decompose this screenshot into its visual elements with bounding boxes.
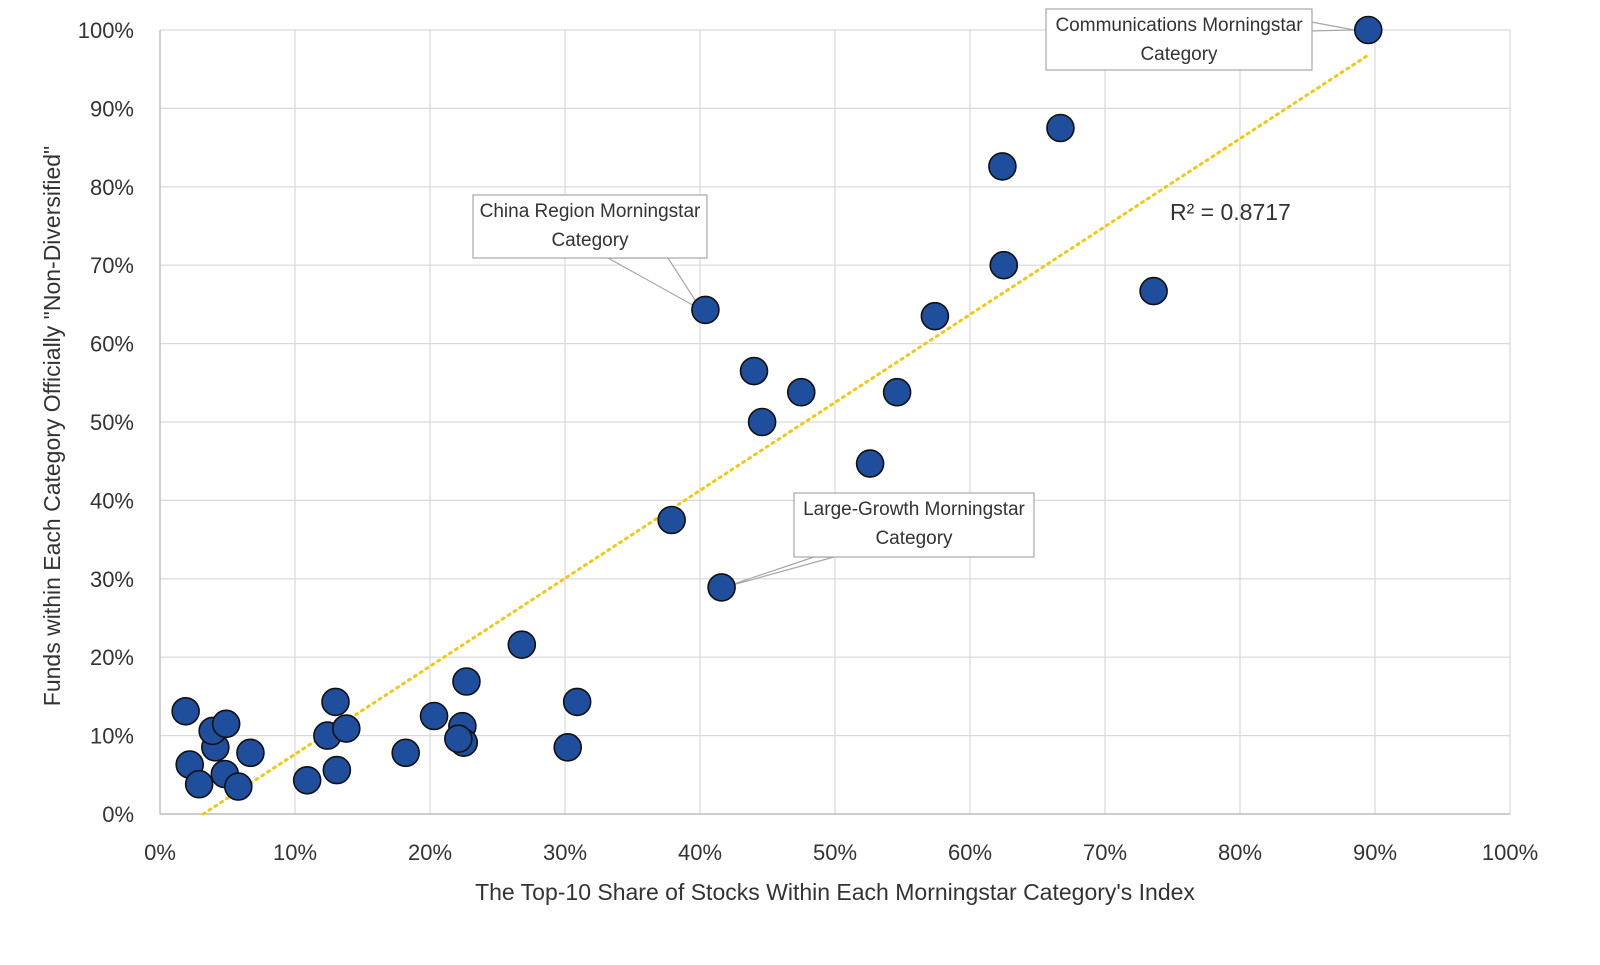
callout-box <box>793 492 1035 558</box>
y-tick-label: 20% <box>90 645 134 670</box>
data-point <box>322 755 352 785</box>
callout-label: China Region Morningstar <box>480 201 701 222</box>
y-tick-label: 80% <box>90 175 134 200</box>
data-point <box>331 714 361 743</box>
data-point <box>292 765 322 795</box>
y-tick-label: 90% <box>90 96 134 121</box>
callout-label: Category <box>1140 44 1218 65</box>
callout-label: Communications Morningstar <box>1055 15 1303 36</box>
x-axis-ticks: 0% 10% 20% 30% 40% 50% 60% 70% 80% 90% 100% <box>144 840 1538 865</box>
x-tick-label: 70% <box>1083 840 1127 865</box>
data-point <box>553 733 583 762</box>
x-tick-label: 0% <box>144 840 176 865</box>
callout-box <box>1045 8 1313 71</box>
data-point <box>707 573 736 602</box>
data-point <box>444 724 473 754</box>
data-point <box>224 772 253 801</box>
data-point <box>562 687 592 717</box>
data-point <box>507 630 537 659</box>
data-point <box>1139 276 1168 306</box>
trendline <box>201 53 1370 816</box>
y-tick-label: 100% <box>78 18 134 43</box>
data-point <box>1353 15 1383 45</box>
callouts: Communications Morningstar Category China … <box>472 8 1313 558</box>
data-point <box>691 295 720 325</box>
data-point <box>452 667 481 696</box>
x-tick-label: 30% <box>543 840 587 865</box>
y-axis-title: Funds within Each Category Officially "N… <box>39 146 65 706</box>
y-axis-ticks: 0% 10% 20% 30% 40% 50% 60% 70% 80% 90% 100% <box>78 18 134 827</box>
y-tick-label: 70% <box>90 253 134 278</box>
callout-label: Large-Growth Morningstar <box>803 499 1025 520</box>
data-point <box>171 696 200 726</box>
data-point <box>419 701 449 731</box>
callout-leader <box>1305 20 1355 32</box>
x-tick-label: 40% <box>678 840 722 865</box>
data-point <box>321 687 350 717</box>
callout-label: Category <box>551 230 629 251</box>
x-tick-label: 60% <box>948 840 992 865</box>
data-point <box>786 377 816 407</box>
x-tick-label: 100% <box>1482 840 1538 865</box>
data-point <box>1046 113 1075 143</box>
y-tick-label: 0% <box>102 802 134 827</box>
data-point <box>855 449 885 478</box>
callout-box <box>472 194 708 259</box>
x-axis-title: The Top-10 Share of Stocks Within Each M… <box>475 879 1195 905</box>
data-point <box>657 505 686 535</box>
data-point <box>739 356 769 386</box>
grid-layer <box>159 29 1511 815</box>
data-points <box>171 15 1383 801</box>
data-point <box>211 709 241 739</box>
y-tick-label: 50% <box>90 410 134 435</box>
callout-label: Category <box>875 528 953 549</box>
x-tick-label: 90% <box>1353 840 1397 865</box>
x-tick-label: 50% <box>813 840 857 865</box>
data-point <box>747 407 777 437</box>
y-tick-label: 30% <box>90 567 134 592</box>
data-point <box>989 250 1019 280</box>
data-point <box>236 738 265 768</box>
data-point <box>988 152 1017 181</box>
y-tick-label: 10% <box>90 724 134 749</box>
y-tick-label: 40% <box>90 488 134 513</box>
x-tick-label: 80% <box>1218 840 1262 865</box>
x-tick-label: 10% <box>273 840 317 865</box>
data-point <box>184 769 214 799</box>
y-tick-label: 60% <box>90 332 134 357</box>
data-point <box>920 301 950 331</box>
data-point <box>882 377 912 407</box>
callout-leader <box>723 556 835 589</box>
r-squared-label: R² = 0.8717 <box>1170 199 1291 225</box>
x-tick-label: 20% <box>408 840 452 865</box>
data-point <box>391 738 421 768</box>
trendline-layer <box>201 53 1370 816</box>
